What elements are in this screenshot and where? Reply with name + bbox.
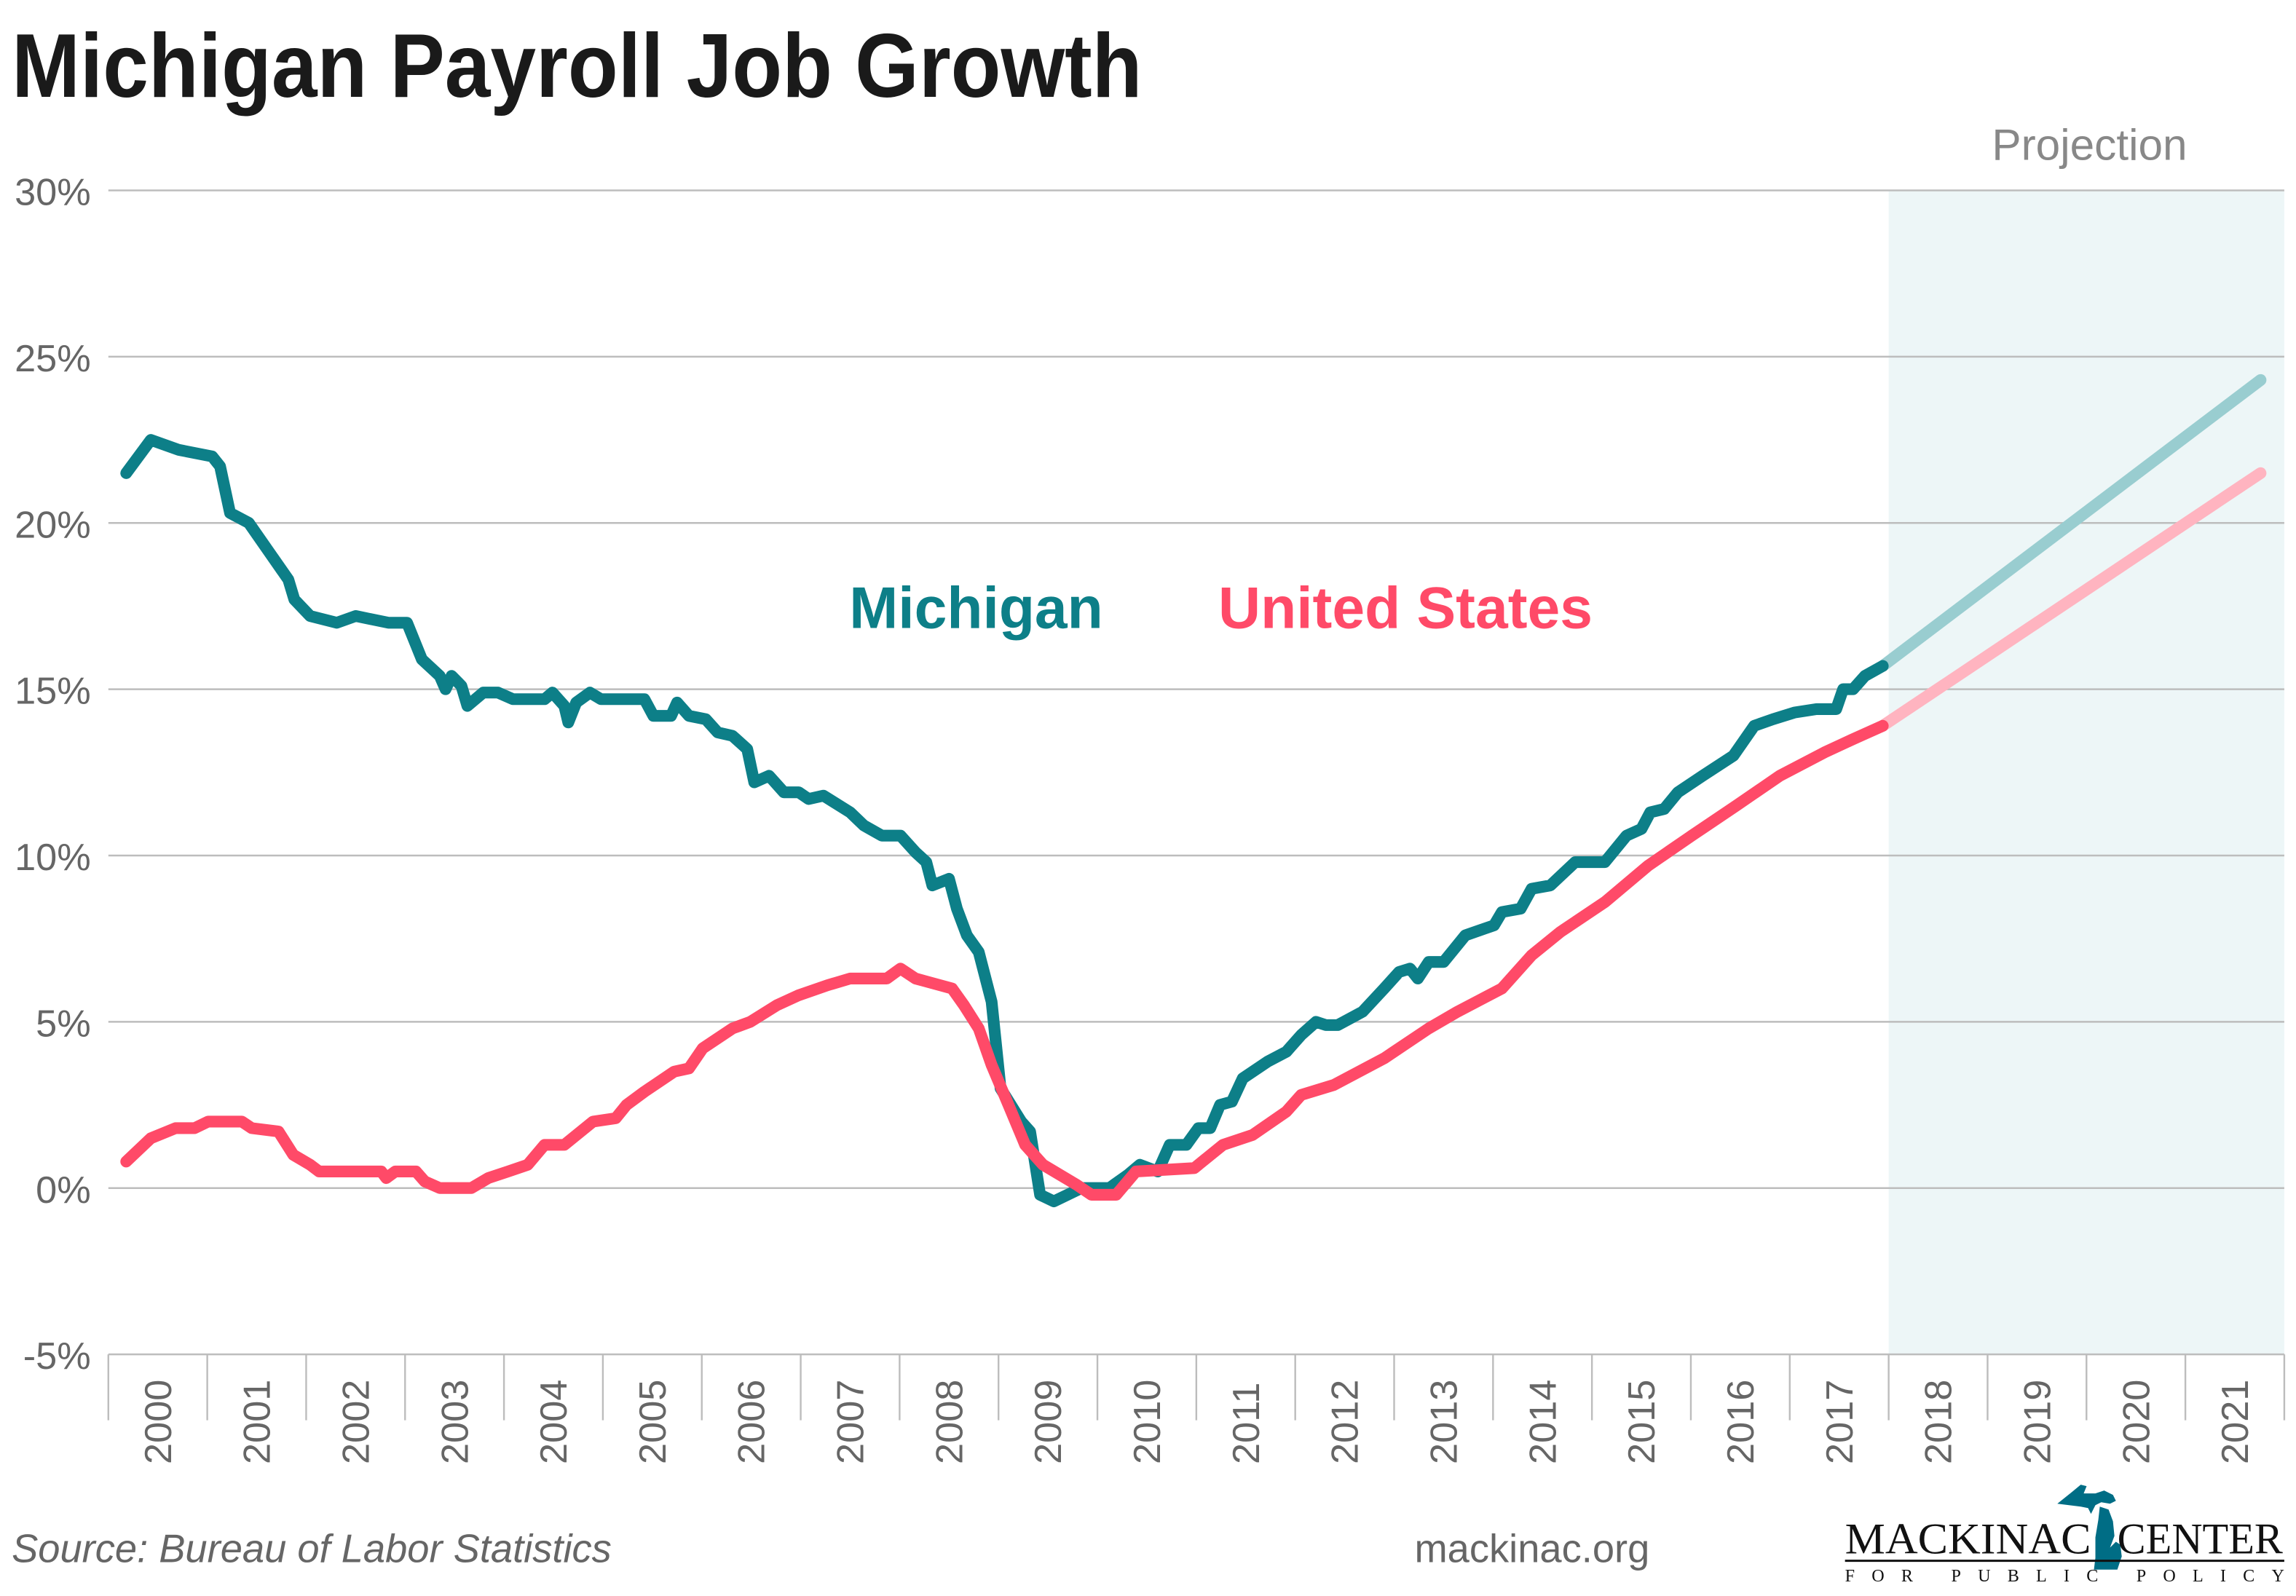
united-states-projection-line — [1877, 467, 2267, 732]
x-tick-label: 2005 — [632, 1380, 674, 1464]
y-tick-label: 30% — [15, 172, 91, 214]
legend-united-states: United States — [1218, 576, 1593, 641]
x-tick-label: 2009 — [1027, 1380, 1070, 1464]
x-tick-label: 2012 — [1325, 1380, 1367, 1464]
logo-center: CENTER — [2118, 1515, 2284, 1564]
x-tick-label: 2014 — [1522, 1380, 1564, 1464]
projection-shade — [1888, 190, 2284, 1355]
x-tick-label: 2006 — [731, 1380, 773, 1464]
y-tick-label: 10% — [15, 837, 91, 879]
x-tick-label: 2017 — [1819, 1380, 1861, 1464]
y-tick-label: 0% — [36, 1169, 91, 1212]
projection-label: Projection — [1992, 119, 2187, 169]
series-lines — [120, 374, 2267, 1208]
x-tick-label: 2016 — [1720, 1380, 1762, 1464]
x-tick-label: 2001 — [237, 1380, 279, 1464]
y-tick-label: 25% — [15, 338, 91, 380]
logo-tagline: FOR PUBLIC POLICY — [1845, 1566, 2284, 1586]
y-tick-label: 20% — [15, 504, 91, 546]
x-tick-label: 2020 — [2115, 1380, 2158, 1464]
x-tick-label: 2004 — [533, 1380, 575, 1464]
y-axis: 30% 25% 20% 15% 10% 5% 0% -5% — [15, 172, 91, 1378]
legend-michigan: Michigan — [849, 576, 1103, 641]
x-tick-label: 2000 — [138, 1380, 180, 1464]
logo-mackinac: MACKINAC — [1845, 1515, 2091, 1564]
x-tick-label: 2013 — [1424, 1380, 1466, 1464]
michigan-map-icon — [2057, 1485, 2122, 1570]
mackinac-center-logo: MACKINAC CENTER FOR PUBLIC POLICY — [1845, 1485, 2284, 1586]
united-states-line — [120, 719, 1889, 1201]
x-tick-label: 2002 — [335, 1380, 377, 1464]
chart-title: Michigan Payroll Job Growth — [12, 15, 1142, 116]
x-tick-label: 2011 — [1226, 1383, 1268, 1464]
y-tick-label: 15% — [15, 671, 91, 713]
x-tick-label: 2021 — [2214, 1380, 2257, 1464]
x-axis: 2000 2001 2002 2003 2004 2005 2006 2007 2008 2009… — [107, 1354, 2286, 1464]
x-tick-label: 2018 — [1918, 1380, 1960, 1464]
x-tick-label: 2010 — [1127, 1380, 1169, 1464]
x-tick-label: 2003 — [434, 1380, 476, 1464]
michigan-projection-line — [1877, 374, 2267, 672]
source-note: Source: Bureau of Labor Statistics — [12, 1527, 612, 1571]
y-tick-label: 5% — [36, 1003, 91, 1045]
x-tick-label: 2008 — [928, 1380, 971, 1464]
x-tick-label: 2007 — [830, 1380, 872, 1464]
website-link[interactable]: mackinac.org — [1414, 1527, 1649, 1571]
michigan-line — [120, 434, 1889, 1208]
y-tick-label: -5% — [23, 1335, 91, 1378]
x-tick-label: 2019 — [2016, 1380, 2059, 1464]
x-tick-label: 2015 — [1621, 1380, 1663, 1464]
